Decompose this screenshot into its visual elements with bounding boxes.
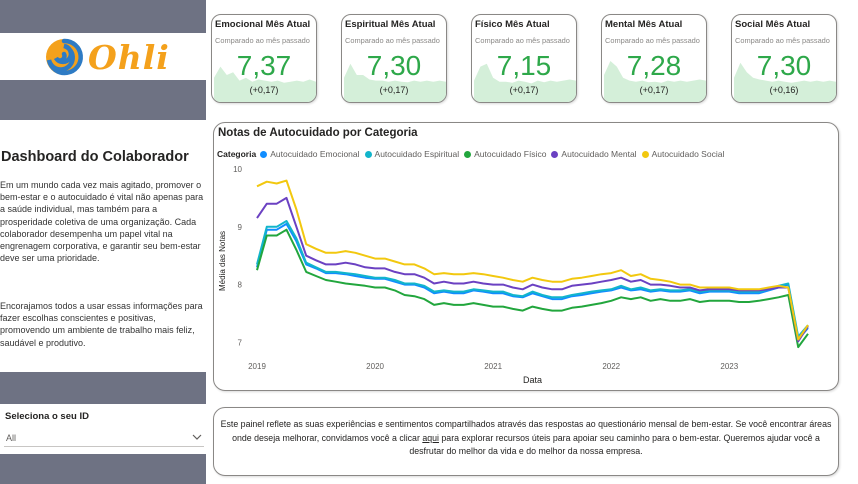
y-tick-label: 10 bbox=[233, 165, 242, 174]
legend-marker bbox=[551, 150, 559, 158]
message-text-end: para explorar recursos úteis para apoiar… bbox=[409, 432, 820, 457]
sidebar: Ohli Dashboard do Colaborador Em um mund… bbox=[0, 0, 206, 484]
series-line bbox=[256, 196, 809, 343]
id-filter-label: Seleciona o seu ID bbox=[5, 411, 89, 422]
series-line bbox=[256, 220, 809, 338]
kpi-card: Mental Mês Atual Comparado ao mês passado… bbox=[601, 14, 707, 103]
legend-label: Autocuidado Físico bbox=[474, 149, 547, 159]
kpi-delta: (+0,17) bbox=[249, 85, 279, 95]
kpi-title: Emocional Mês Atual bbox=[215, 19, 311, 30]
legend-item[interactable]: Autocuidado Espiritual bbox=[364, 149, 460, 159]
kpi-title: Físico Mês Atual bbox=[475, 19, 550, 30]
chart-title: Notas de Autocuidado por Categoria bbox=[218, 127, 418, 139]
kpi-subtitle: Comparado ao mês passado bbox=[475, 36, 570, 45]
legend-item[interactable]: Autocuidado Físico bbox=[464, 149, 546, 159]
chevron-down-icon bbox=[192, 434, 202, 440]
x-tick-label: 2019 bbox=[248, 362, 266, 371]
kpi-delta: (+0,17) bbox=[379, 85, 409, 95]
category-chart-card: 7 8 9 10 2019 2020 2021 2022 2023 Data Média das N… bbox=[213, 122, 839, 391]
kpi-sparkline bbox=[604, 61, 706, 102]
kpi-subtitle: Comparado ao mês passado bbox=[605, 36, 700, 45]
kpi-sparkline-area bbox=[734, 62, 836, 102]
kpi-sparkline-area bbox=[604, 61, 706, 102]
kpi-title: Espiritual Mês Atual bbox=[345, 19, 436, 30]
kpi-card: Social Mês Atual Comparado ao mês passado… bbox=[731, 14, 837, 103]
kpi-sparkline bbox=[214, 66, 316, 102]
legend-label: Autocuidado Social bbox=[651, 149, 725, 159]
legend-marker bbox=[464, 150, 472, 158]
id-filter-value: All bbox=[6, 433, 17, 443]
kpi-sparkline bbox=[344, 63, 446, 102]
swirl-logo-icon bbox=[46, 38, 83, 76]
kpi-subtitle: Comparado ao mês passado bbox=[215, 36, 310, 45]
wellbeing-message-card: Este painel reflete as suas experiências… bbox=[213, 407, 839, 476]
legend-marker bbox=[364, 150, 372, 158]
kpi-card: Físico Mês Atual Comparado ao mês passado… bbox=[471, 14, 577, 103]
wellbeing-message: Este painel reflete as suas experiências… bbox=[220, 418, 832, 459]
sidebar-logo-band bbox=[0, 80, 206, 120]
legend-label: Autocuidado Emocional bbox=[270, 149, 360, 159]
x-axis-title: Data bbox=[523, 375, 542, 385]
x-tick-label: 2021 bbox=[484, 362, 502, 371]
legend-label: Autocuidado Espiritual bbox=[374, 149, 460, 159]
kpi-value: 7,28 bbox=[626, 50, 682, 81]
sidebar-footer-band bbox=[0, 454, 206, 484]
kpi-value: 7,30 bbox=[756, 50, 812, 81]
series-line bbox=[256, 179, 809, 341]
kpi-delta: (+0,17) bbox=[509, 85, 539, 95]
x-tick-label: 2022 bbox=[602, 362, 620, 371]
message-text-start: Este painel reflete as suas experiências… bbox=[220, 419, 832, 443]
legend-title: Categoria bbox=[217, 149, 257, 159]
category-line-chart: 7 8 9 10 2019 2020 2021 2022 2023 Data Média das N… bbox=[218, 165, 809, 385]
kpi-subtitle: Comparado ao mês passado bbox=[345, 36, 440, 45]
kpi-delta: (+0,17) bbox=[639, 85, 669, 95]
kpi-sparkline-area bbox=[344, 63, 446, 102]
dashboard-title: Dashboard do Colaborador bbox=[1, 149, 189, 165]
series-line bbox=[256, 222, 809, 341]
kpi-subtitle: Comparado ao mês passado bbox=[735, 36, 830, 45]
x-tick-label: 2023 bbox=[720, 362, 738, 371]
legend-marker bbox=[260, 150, 268, 158]
y-tick-label: 9 bbox=[238, 223, 243, 232]
legend-item[interactable]: Autocuidado Social bbox=[641, 149, 725, 159]
kpi-value: 7,37 bbox=[236, 50, 292, 81]
sidebar-filter-band bbox=[0, 372, 206, 404]
kpi-sparkline bbox=[474, 63, 576, 102]
company-logo: Ohli bbox=[42, 36, 172, 78]
kpi-sparkline-area bbox=[474, 63, 576, 102]
kpi-card: Espiritual Mês Atual Comparado ao mês pas… bbox=[341, 14, 447, 103]
y-tick-label: 8 bbox=[238, 281, 243, 290]
chart-legend: Categoria Autocuidado Emocional Autocuida… bbox=[217, 149, 729, 159]
kpi-card: Emocional Mês Atual Comparado ao mês pass… bbox=[211, 14, 317, 103]
resources-link[interactable]: aqui bbox=[422, 432, 439, 443]
id-filter-dropdown[interactable]: All bbox=[4, 431, 204, 447]
kpi-value: 7,30 bbox=[366, 50, 422, 81]
y-tick-label: 7 bbox=[238, 338, 243, 347]
encouragement-paragraph: Encorajamos todos a usar essas informaçõ… bbox=[0, 301, 203, 348]
legend-item[interactable]: Autocuidado Mental bbox=[551, 149, 637, 159]
sidebar-header-band bbox=[0, 0, 206, 33]
x-tick-label: 2020 bbox=[366, 362, 384, 371]
legend-label: Autocuidado Mental bbox=[561, 149, 637, 159]
logo-text: Ohli bbox=[88, 38, 170, 77]
kpi-sparkline-area bbox=[214, 66, 316, 102]
kpi-value: 7,15 bbox=[496, 50, 552, 81]
kpi-delta: (+0,16) bbox=[769, 85, 799, 95]
intro-paragraph: Em um mundo cada vez mais agitado, promo… bbox=[0, 180, 204, 264]
legend-marker bbox=[641, 150, 649, 158]
kpi-sparkline bbox=[734, 62, 836, 102]
series-line bbox=[256, 228, 809, 349]
kpi-title: Mental Mês Atual bbox=[605, 19, 683, 30]
legend-item[interactable]: Autocuidado Emocional bbox=[260, 149, 360, 159]
y-axis-title: Média das Notas bbox=[218, 231, 227, 291]
kpi-title: Social Mês Atual bbox=[735, 19, 811, 30]
